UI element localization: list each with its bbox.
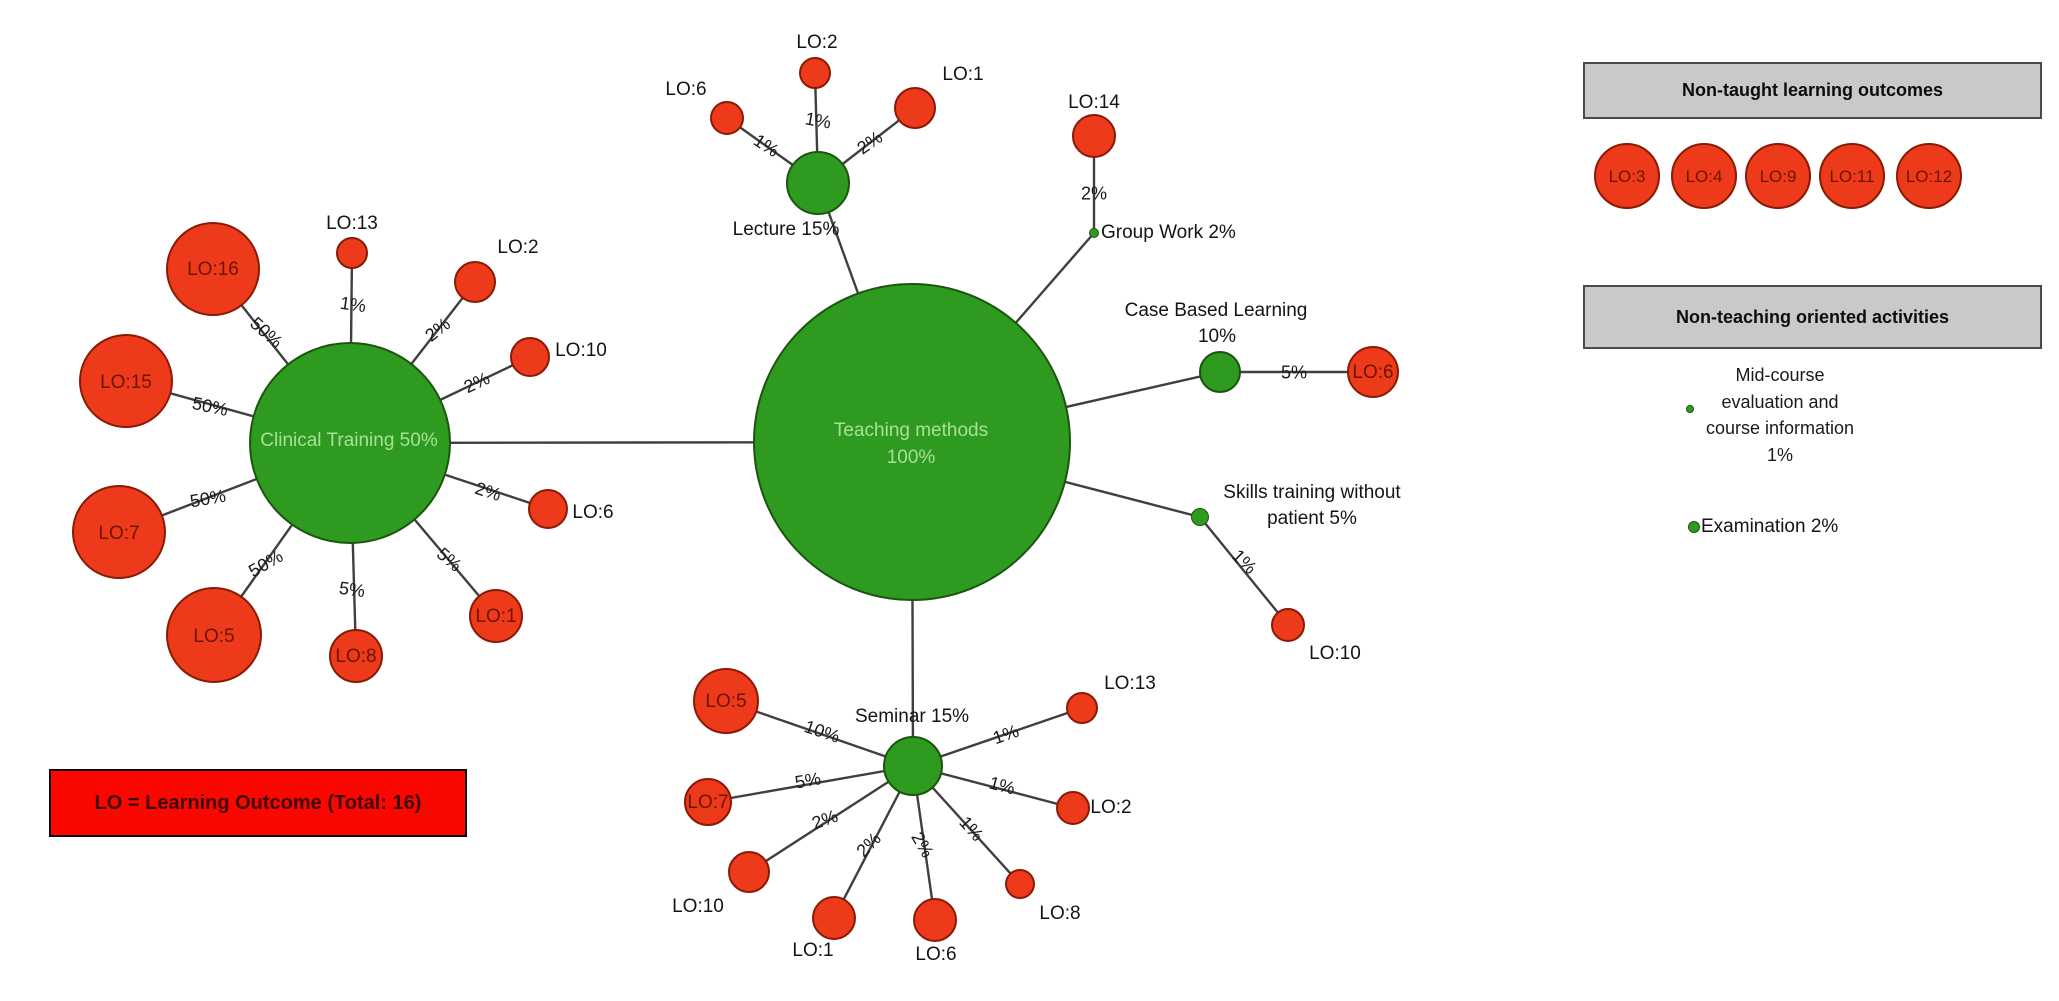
node-nontaught-lo3 [1594, 143, 1660, 209]
node-nontaught-lo9 [1745, 143, 1811, 209]
node-clinical-lo5 [166, 587, 262, 683]
nontaught-lo3-label: LO:3 [1608, 167, 1646, 186]
legend-box: LO = Learning Outcome (Total: 16) [49, 769, 467, 837]
clinical-lo10-label: LO:10 [555, 340, 607, 361]
clinical-lo8-label: LO:8 [335, 646, 377, 667]
node-group-work-dot [1089, 228, 1099, 238]
seminar-lo7-label: LO:7 [687, 792, 729, 813]
node-casebased-lo6 [1347, 346, 1399, 398]
node-clinical-training [249, 342, 451, 544]
seminar-lo7-pct: 5% [793, 768, 823, 793]
midcourse-line1: Mid-course [1735, 365, 1825, 385]
non-teaching-title: Non-teaching oriented activities [1675, 306, 1950, 327]
node-clinical-lo10 [510, 337, 550, 377]
lecture-lo2-label: LO:2 [796, 32, 838, 53]
casebased-lo6-label: LO:6 [1352, 362, 1394, 383]
node-seminar-lo8 [1005, 869, 1035, 899]
casebased-lo6-pct: 5% [1280, 362, 1308, 383]
case-based-title-line2: 10% [1197, 326, 1237, 347]
node-seminar-lo13 [1066, 692, 1098, 724]
nontaught-lo4-label: LO:4 [1685, 167, 1723, 186]
nontaught-lo11-label: LO:11 [1829, 167, 1875, 186]
node-clinical-lo13 [336, 237, 368, 269]
node-case-based-learning [1199, 351, 1241, 393]
skills-lo10-label: LO:10 [1309, 643, 1361, 664]
node-lecture [786, 151, 850, 215]
clinical-lo7-label: LO:7 [98, 523, 140, 544]
nontaught-lo12-label: LO:12 [1905, 167, 1953, 186]
lecture-lo2-pct: 1% [803, 108, 833, 133]
groupwork-lo14-pct: 2% [1080, 183, 1108, 204]
examination-label: Examination 2% [1701, 516, 1839, 537]
groupwork-lo14-label: LO:14 [1068, 92, 1120, 113]
case-based-title-line1: Case Based Learning [1124, 300, 1308, 321]
node-clinical-lo16 [166, 222, 260, 316]
node-seminar-lo6 [913, 898, 957, 942]
lecture-lo6-label: LO:6 [665, 79, 707, 100]
node-seminar-lo1 [812, 896, 856, 940]
seminar-lo8-label: LO:8 [1039, 903, 1081, 924]
seminar-lo2-label: LO:2 [1090, 797, 1132, 818]
node-groupwork-lo14 [1072, 114, 1116, 158]
node-seminar-lo2 [1056, 791, 1090, 825]
clinical-lo5-label: LO:5 [193, 626, 235, 647]
node-nontaught-lo12 [1896, 143, 1962, 209]
clinical-lo6-label: LO:6 [572, 502, 614, 523]
teaching-hub-label-line2: 100% [886, 447, 936, 468]
clinical-lo13-pct: 1% [338, 292, 368, 317]
seminar-lo6-label: LO:6 [915, 944, 957, 965]
seminar-lo10-label: LO:10 [672, 896, 724, 917]
node-midcourse-dot [1686, 405, 1694, 413]
node-examination-dot [1688, 521, 1700, 533]
node-clinical-lo8 [329, 629, 383, 683]
non-taught-header: Non-taught learning outcomes [1583, 62, 2042, 119]
non-teaching-header: Non-teaching oriented activities [1583, 285, 2042, 349]
seminar-lo5-label: LO:5 [705, 691, 747, 712]
clinical-hub-label: Clinical Training 50% [260, 430, 438, 451]
clinical-lo1-label: LO:1 [475, 606, 517, 627]
node-lecture-lo2 [799, 57, 831, 89]
midcourse-line2: evaluation and [1721, 391, 1839, 412]
seminar-lo1-label: LO:1 [792, 940, 834, 961]
non-taught-title: Non-taught learning outcomes [1682, 80, 1943, 100]
node-lecture-lo1 [894, 87, 936, 129]
node-clinical-lo6 [528, 489, 568, 529]
legend-text: LO = Learning Outcome (Total: 16) [94, 791, 422, 814]
group-work-label: Group Work 2% [1101, 222, 1236, 243]
node-clinical-lo1 [469, 589, 523, 643]
clinical-lo15-label: LO:15 [100, 372, 152, 393]
skills-title-line2: patient 5% [1267, 508, 1357, 529]
clinical-lo13-label: LO:13 [326, 213, 378, 234]
node-lecture-lo6 [710, 101, 744, 135]
lecture-lo1-label: LO:1 [942, 64, 984, 85]
node-skills-lo10 [1271, 608, 1305, 642]
clinical-lo16-label: LO:16 [187, 259, 239, 280]
node-teaching-methods [753, 283, 1071, 601]
lecture-hub-label: Lecture 15% [732, 219, 840, 240]
seminar-hub-label: Seminar 15% [854, 706, 970, 727]
clinical-lo2-label: LO:2 [497, 237, 539, 258]
midcourse-text-block: Mid-course evaluation and course informa… [1655, 362, 1905, 468]
node-clinical-lo15 [79, 334, 173, 428]
nontaught-lo9-label: LO:9 [1759, 167, 1797, 186]
node-nontaught-lo11 [1819, 143, 1885, 209]
node-clinical-lo2 [454, 261, 496, 303]
seminar-lo13-label: LO:13 [1104, 673, 1156, 694]
teaching-hub-label-line1: Teaching methods [833, 420, 989, 441]
node-seminar [883, 736, 943, 796]
skills-title-line1: Skills training without [1223, 482, 1401, 503]
node-seminar-lo5 [693, 668, 759, 734]
clinical-lo8-pct: 5% [337, 577, 367, 602]
node-nontaught-lo4 [1671, 143, 1737, 209]
node-skills-training-dot [1191, 508, 1209, 526]
node-seminar-lo10 [728, 851, 770, 893]
node-clinical-lo7 [72, 485, 166, 579]
midcourse-line3: course information [1705, 418, 1855, 438]
node-seminar-lo7 [684, 778, 732, 826]
midcourse-line4: 1% [1766, 444, 1793, 465]
